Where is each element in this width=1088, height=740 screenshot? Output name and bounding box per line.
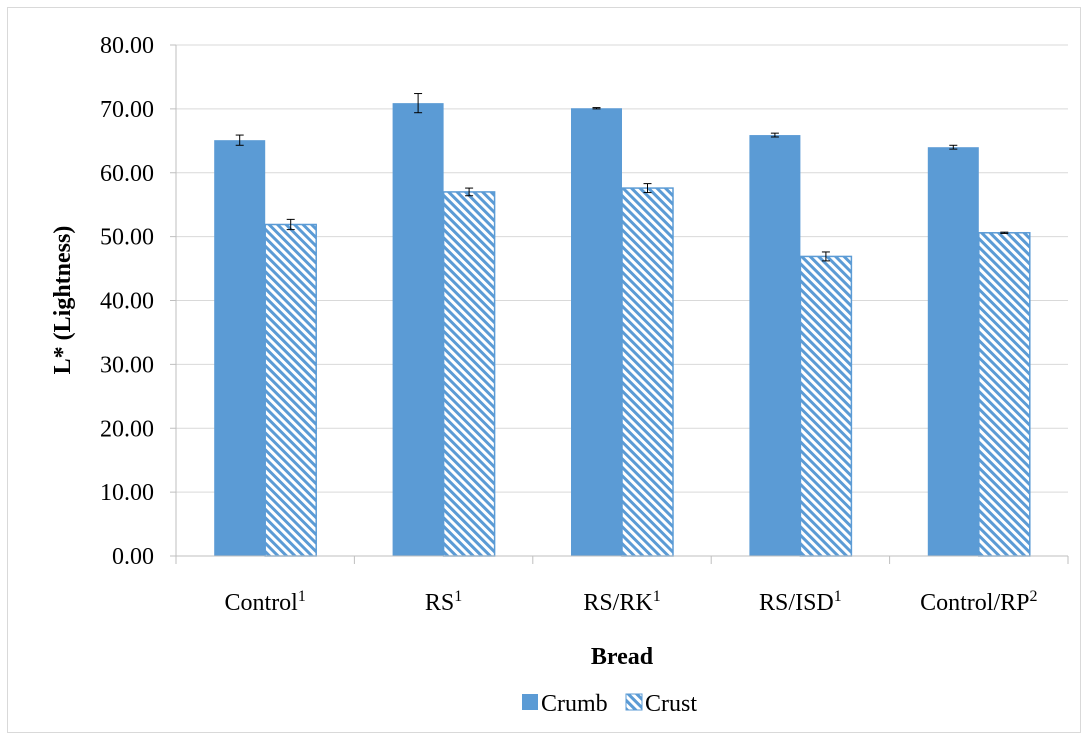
y-tick-label: 50.00 — [100, 225, 154, 251]
legend-item-crust: Crust — [625, 691, 697, 717]
legend-item-crumb: Crumb — [522, 691, 608, 717]
crust-bar — [264, 223, 317, 557]
crust-bar — [621, 187, 674, 557]
legend: Crumb Crust — [522, 691, 697, 717]
error-bar — [414, 93, 423, 114]
legend-label: Crumb — [541, 691, 608, 717]
y-tick-label: 0.00 — [112, 544, 154, 570]
y-tick-label: 70.00 — [100, 97, 154, 123]
legend-label: Crust — [645, 691, 697, 717]
x-tick-label: Control/RP2 — [920, 588, 1037, 616]
y-tick-label: 10.00 — [100, 480, 154, 506]
tick-labels: 0.00 10.00 20.00 30.00 40.00 50.00 60.00 70.00 8… — [100, 33, 1037, 616]
error-bar — [949, 144, 958, 150]
crumb-bar — [214, 140, 266, 556]
error-bar — [235, 134, 244, 146]
y-tick-label: 40.00 — [100, 289, 154, 315]
x-tick-label: RS1 — [425, 588, 462, 616]
chart-frame — [7, 7, 1081, 733]
x-axis-title: Bread — [591, 644, 654, 670]
crumb-bar — [749, 135, 801, 556]
crumb-bar — [927, 147, 979, 556]
x-tick-label: RS/ISD1 — [759, 588, 842, 616]
y-tick-label: 20.00 — [100, 416, 154, 442]
error-bar — [286, 218, 295, 231]
error-bar — [465, 187, 474, 197]
y-tick-label: 60.00 — [100, 161, 154, 187]
y-axis-title: L* (Lightness) — [50, 226, 76, 375]
x-tick-label: RS/RK1 — [583, 588, 660, 616]
crumb-bar — [571, 108, 622, 556]
crumb-bar — [392, 103, 444, 556]
axes — [170, 44, 1069, 564]
error-bar — [643, 183, 652, 194]
error-bar — [770, 132, 779, 138]
error-bar — [821, 251, 830, 262]
error-bar — [1000, 231, 1009, 234]
crust-bar — [799, 255, 853, 557]
error-bar — [592, 107, 601, 110]
crust-bar — [442, 191, 496, 557]
x-tick-label: Control1 — [225, 588, 306, 616]
crust-bar — [978, 232, 1031, 557]
y-tick-label: 30.00 — [100, 352, 154, 378]
legend-swatch — [625, 693, 643, 711]
legend-swatch — [522, 694, 538, 710]
bars — [214, 93, 1031, 557]
y-tick-label: 80.00 — [100, 33, 154, 59]
